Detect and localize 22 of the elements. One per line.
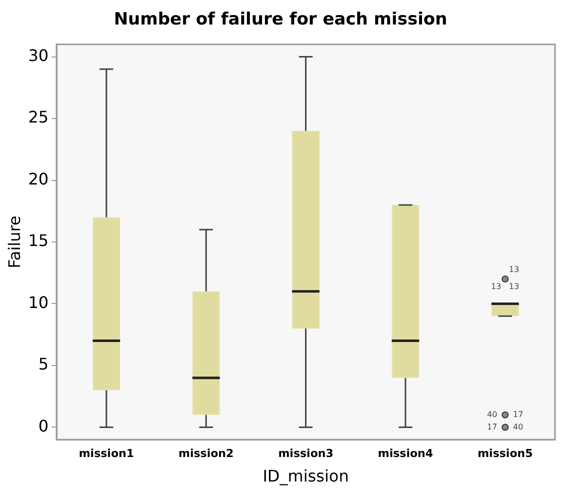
y-tick-label: 15 [28,231,49,250]
annotation: 13 [491,282,502,292]
x-tick-label: mission1 [78,447,134,460]
y-tick-label: 30 [28,46,49,65]
y-tick-label: 25 [28,108,49,127]
annotation: 17 [487,422,498,432]
annotation: 17 [513,410,524,419]
annotation: 40 [513,422,524,432]
y-tick-label: 0 [38,416,49,436]
x-tick-label: mission3 [278,447,334,460]
x-tick-label: mission2 [178,447,234,460]
y-tick-label: 5 [38,354,49,374]
annotation: 13 [509,282,520,292]
annotation: 13 [509,265,520,274]
chart-title: Number of failure for each mission [114,10,448,30]
y-axis-title: Failure [4,216,24,268]
y-tick-label: 10 [28,292,49,312]
annotation: 40 [487,410,498,419]
x-tick-label: mission4 [378,447,434,460]
x-axis-title: ID_mission [262,466,349,486]
y-tick-label: 20 [28,169,49,188]
x-tick-label: mission5 [478,447,533,460]
